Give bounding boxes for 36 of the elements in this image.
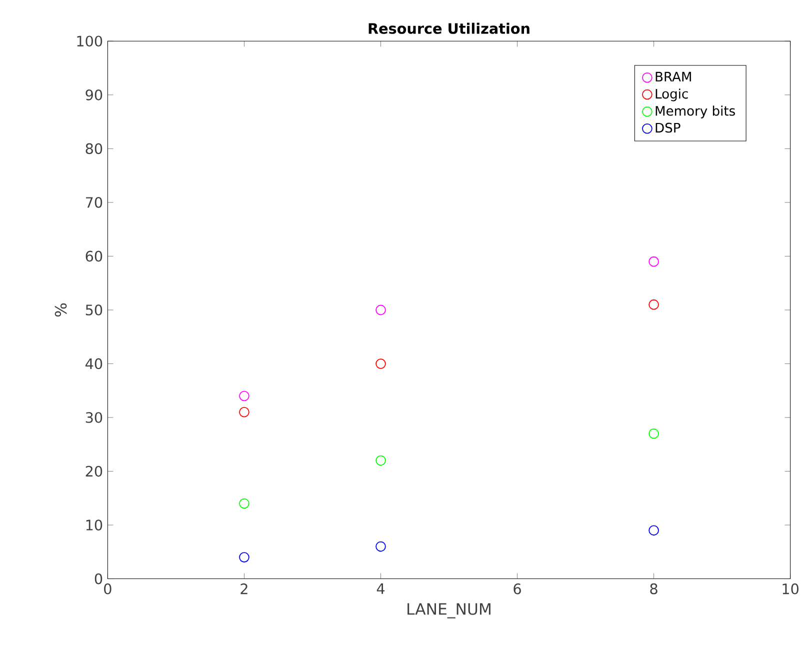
- point: [648, 428, 659, 439]
- legend-label: Logic: [656, 88, 688, 102]
- y-tick-label: 60: [86, 250, 102, 262]
- point: [648, 299, 659, 310]
- x-tick-label: 4: [376, 583, 385, 594]
- y-tick-label: 50: [86, 304, 102, 316]
- point: [239, 406, 250, 418]
- legend-label: DSP: [656, 122, 680, 132]
- point: [376, 304, 386, 315]
- point: [239, 552, 250, 562]
- y-tick-label: 70: [86, 196, 102, 208]
- point: [376, 358, 386, 369]
- y-tick-label: 30: [86, 412, 102, 423]
- x-tick-label: 0: [104, 583, 112, 594]
- legend-label: Memory bits: [656, 105, 735, 118]
- y-tick-label: 80: [86, 143, 102, 154]
- y-tick-label: 100: [77, 36, 102, 46]
- point: [648, 256, 659, 267]
- y-tick-label: 90: [86, 89, 102, 100]
- point: [239, 498, 250, 508]
- y-tick-label: 40: [85, 358, 102, 369]
- y-tick-label: 20: [86, 466, 102, 477]
- point: [376, 541, 386, 552]
- chart-title: Resource Utilization: [368, 22, 530, 34]
- point: [648, 525, 659, 536]
- x-tick-label: 8: [650, 583, 658, 594]
- x-axis-title: LANE_NUM: [408, 603, 490, 618]
- x-tick-label: 6: [514, 583, 521, 594]
- x-tick-label: 10: [782, 583, 798, 594]
- point: [239, 390, 250, 401]
- legend-label: BRAM: [656, 72, 691, 82]
- y-tick-label: 10: [86, 519, 102, 530]
- y-axis-title: %: [54, 303, 67, 316]
- point: [376, 455, 386, 466]
- y-tick-label: 0: [94, 573, 102, 584]
- x-tick-label: 2: [240, 583, 248, 594]
